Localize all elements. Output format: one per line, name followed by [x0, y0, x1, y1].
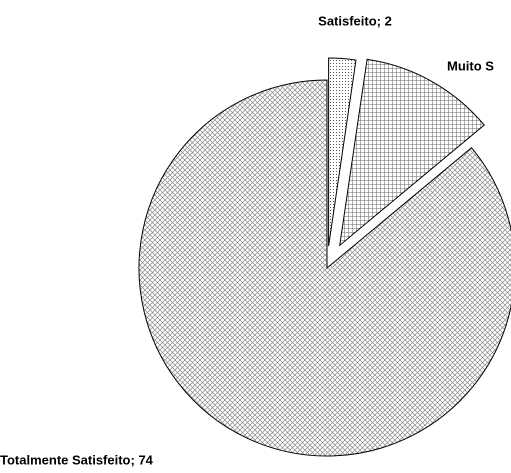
data-label: Totalmente Satisfeito; 74	[0, 452, 154, 467]
pie-slice	[328, 57, 357, 247]
pie-slice	[339, 58, 485, 247]
data-label: Satisfeito; 2	[318, 13, 392, 28]
pie-slice	[138, 79, 511, 457]
data-label: Muito S	[447, 58, 494, 73]
